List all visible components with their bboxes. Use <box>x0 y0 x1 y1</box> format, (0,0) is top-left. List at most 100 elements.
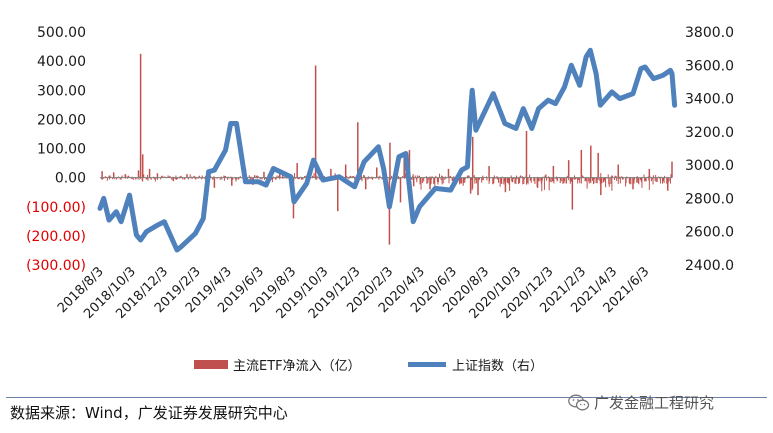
inflow-bar <box>538 177 540 182</box>
inflow-bar <box>444 177 446 180</box>
inflow-bar <box>441 177 443 185</box>
inflow-bar <box>566 176 568 178</box>
left-tick-label: 0.00 <box>55 171 86 187</box>
inflow-bar <box>197 177 199 179</box>
inflow-bar <box>464 177 466 180</box>
inflow-bar <box>663 177 665 181</box>
inflow-bar <box>399 177 402 203</box>
inflow-bar <box>591 177 593 181</box>
inflow-bar <box>541 177 543 181</box>
inflow-bar <box>372 177 374 180</box>
inflow-bar <box>128 176 130 178</box>
inflow-bar <box>180 175 182 178</box>
inflow-bar <box>622 177 624 180</box>
inflow-bar <box>514 177 516 184</box>
inflow-bar <box>533 177 535 182</box>
inflow-bar <box>146 174 148 178</box>
inflow-bar <box>542 176 544 178</box>
wechat-icon <box>568 394 590 410</box>
inflow-bar <box>492 177 494 185</box>
inflow-bar <box>375 177 377 179</box>
inflow-bar <box>156 177 158 180</box>
inflow-bar <box>272 176 274 178</box>
inflow-bar <box>472 177 474 189</box>
inflow-bar <box>597 152 599 178</box>
inflow-bar <box>429 176 431 178</box>
inflow-bar <box>564 177 566 184</box>
inflow-bar <box>512 177 514 179</box>
inflow-bar <box>604 177 606 181</box>
inflow-bar <box>437 177 439 185</box>
inflow-bar <box>556 176 558 178</box>
inflow-bar <box>617 164 619 178</box>
inflow-bar <box>501 177 503 184</box>
inflow-bar <box>671 161 673 178</box>
inflow-bar <box>468 175 470 178</box>
inflow-bar <box>231 177 233 186</box>
inflow-bar <box>551 177 553 181</box>
inflow-bar <box>431 177 433 180</box>
inflow-bar <box>422 177 424 184</box>
inflow-bar <box>463 177 465 180</box>
inflow-bar <box>391 175 393 178</box>
inflow-bar <box>419 177 421 185</box>
inflow-bar <box>431 176 433 178</box>
inflow-bar <box>632 177 634 190</box>
inflow-bar <box>346 175 348 178</box>
inflow-bar <box>187 177 189 179</box>
inflow-bar <box>313 173 315 178</box>
inflow-bar <box>611 177 613 191</box>
inflow-bar <box>664 175 666 178</box>
inflow-bar <box>437 177 439 183</box>
inflow-bar <box>147 177 149 181</box>
inflow-bar <box>566 177 568 184</box>
inflow-bar <box>488 165 490 178</box>
inflow-bar <box>275 177 277 180</box>
inflow-bar <box>253 175 255 178</box>
inflow-bar <box>610 175 612 178</box>
inflow-bar <box>145 177 147 180</box>
inflow-bar <box>468 175 470 178</box>
inflow-bar <box>460 177 462 184</box>
inflow-bar <box>485 176 487 178</box>
inflow-bar <box>452 177 454 182</box>
inflow-bar <box>590 145 592 178</box>
inflow-bar <box>644 177 646 182</box>
inflow-bar <box>282 177 284 179</box>
inflow-bar <box>357 122 359 178</box>
inflow-bar <box>300 177 302 180</box>
inflow-bar <box>625 177 627 187</box>
inflow-bar <box>573 175 575 178</box>
inflow-bar <box>510 175 512 178</box>
inflow-bar <box>626 176 628 178</box>
inflow-bar <box>227 176 229 178</box>
inflow-bar <box>261 177 263 180</box>
inflow-bar <box>412 177 415 187</box>
inflow-bar <box>139 53 142 178</box>
right-tick-label: 3000.0 <box>685 158 734 174</box>
right-tick-label: 2400.0 <box>685 258 734 274</box>
inflow-bar <box>578 177 580 181</box>
inflow-bar <box>311 175 313 178</box>
inflow-bar <box>464 177 466 183</box>
inflow-bar <box>579 177 581 184</box>
inflow-bar <box>275 177 277 180</box>
inflow-bar <box>523 177 525 180</box>
inflow-bar <box>493 177 495 184</box>
inflow-bar <box>224 176 226 178</box>
inflow-bar <box>647 176 649 178</box>
inflow-bar <box>522 177 524 185</box>
footer-divider <box>6 397 767 398</box>
inflow-bar <box>585 177 587 180</box>
inflow-bar <box>371 176 373 178</box>
inflow-bar <box>497 177 499 180</box>
inflow-bar <box>481 177 483 181</box>
inflow-bar <box>636 176 638 178</box>
inflow-bar <box>109 175 111 178</box>
inflow-bar <box>619 177 621 184</box>
inflow-bar <box>237 177 239 180</box>
inflow-bar <box>596 177 598 184</box>
inflow-bar <box>414 175 416 178</box>
inflow-bar <box>644 177 646 181</box>
inflow-bar <box>603 177 605 179</box>
